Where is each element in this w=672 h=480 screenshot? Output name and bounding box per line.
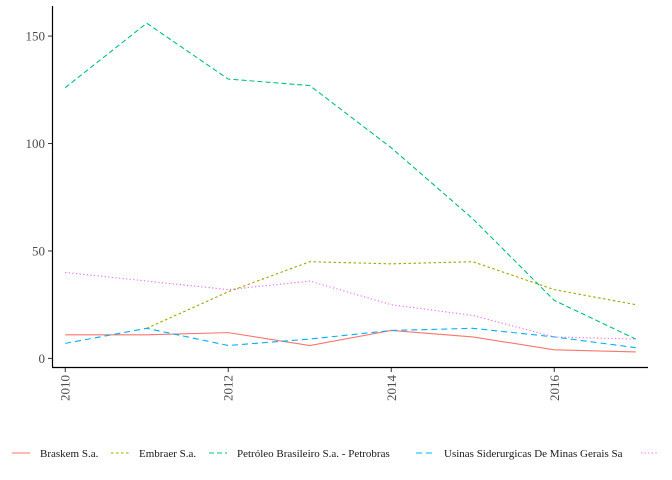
legend-item-1: Braskem S.a.: [12, 448, 99, 460]
series-line-5: [65, 271, 636, 340]
x-axis-ticks: 2010 2012 2014 2016: [58, 368, 562, 401]
legend-item-3: Petróleo Brasileiro S.a. - Petrobras: [209, 448, 390, 460]
legend-label: Braskem S.a.: [40, 448, 99, 460]
x-tick-label: 2014: [384, 375, 399, 402]
y-tick-label: 100: [26, 136, 46, 151]
y-tick-label: 150: [26, 29, 46, 44]
legend-label: Usinas Siderurgicas De Minas Gerais Sa: [444, 448, 623, 460]
x-tick-label: 2010: [58, 375, 73, 401]
y-tick-label: 0: [39, 351, 46, 366]
y-axis-ticks: 0 50 100 150: [26, 29, 52, 366]
series-line-2: [146, 261, 636, 329]
legend: Braskem S.a. Embraer S.a. Petróleo Brasile…: [12, 448, 659, 460]
legend-item-4: Usinas Siderurgicas De Minas Gerais Sa: [416, 448, 623, 460]
legend-label: Embraer S.a.: [139, 448, 196, 460]
legend-label: Petróleo Brasileiro S.a. - Petrobras: [237, 448, 390, 460]
series-line-3: [64, 22, 637, 340]
x-tick-label: 2012: [221, 375, 236, 401]
y-tick-label: 50: [32, 243, 45, 258]
plot-area: [64, 22, 637, 353]
x-tick-label: 2016: [547, 375, 562, 402]
legend-item-2: Embraer S.a.: [111, 448, 196, 460]
series-line-1: [65, 329, 636, 353]
